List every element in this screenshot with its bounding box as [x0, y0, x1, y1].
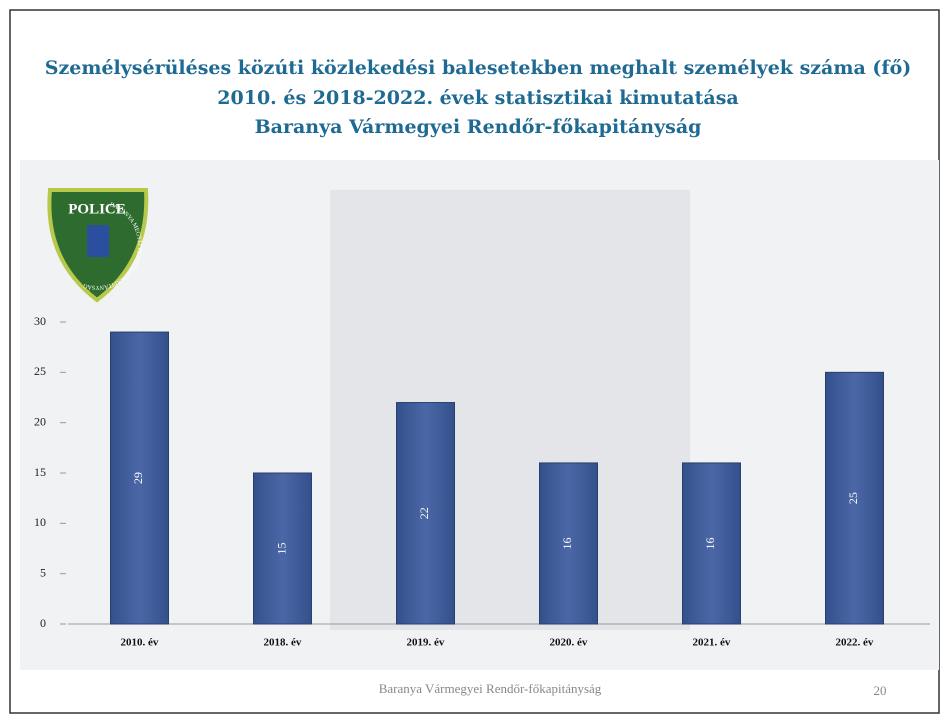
bar — [253, 472, 312, 625]
logo-emblem — [87, 225, 109, 257]
y-tick-label: 30 — [34, 314, 46, 328]
y-tick-label: 10 — [34, 515, 46, 529]
y-tick-label: 20 — [34, 414, 46, 428]
x-tick-label: 2020. év — [550, 637, 588, 649]
title-line: Személysérüléses közúti közlekedési bale… — [45, 57, 911, 79]
bar — [825, 371, 884, 625]
y-tick-label: 0 — [40, 616, 46, 630]
bar — [682, 462, 741, 625]
footer-text: Baranya Vármegyei Rendőr-főkapitányság — [379, 681, 602, 696]
x-tick-label: 2010. év — [121, 637, 159, 649]
bar — [539, 462, 598, 625]
value-label: 15 — [274, 543, 288, 555]
building — [330, 190, 690, 630]
x-tick-label: 2019. év — [407, 637, 445, 649]
x-tick-label: 2022. év — [836, 637, 874, 649]
value-label: 29 — [131, 472, 145, 484]
logo: POLICE BARANYA MEGYEI RENDŐR-FŐKAPITÁNYS… — [47, 188, 149, 303]
y-tick-label: 5 — [40, 565, 46, 579]
bar — [110, 331, 169, 625]
page-number: 20 — [874, 683, 887, 698]
title-line: 2010. és 2018-2022. évek statisztikai ki… — [217, 87, 738, 109]
x-tick-label: 2018. év — [264, 637, 302, 649]
value-label: 16 — [703, 537, 717, 549]
value-label: 22 — [417, 507, 431, 519]
bar — [396, 402, 455, 625]
y-tick-label: 25 — [34, 364, 46, 378]
title-line: Baranya Vármegyei Rendőr-főkapitányság — [255, 116, 702, 138]
logo-text: POLICE — [68, 201, 126, 217]
y-tick-label: 15 — [34, 465, 46, 479]
x-tick-label: 2021. év — [693, 637, 731, 649]
value-label: 16 — [560, 537, 574, 549]
value-label: 25 — [846, 492, 860, 504]
